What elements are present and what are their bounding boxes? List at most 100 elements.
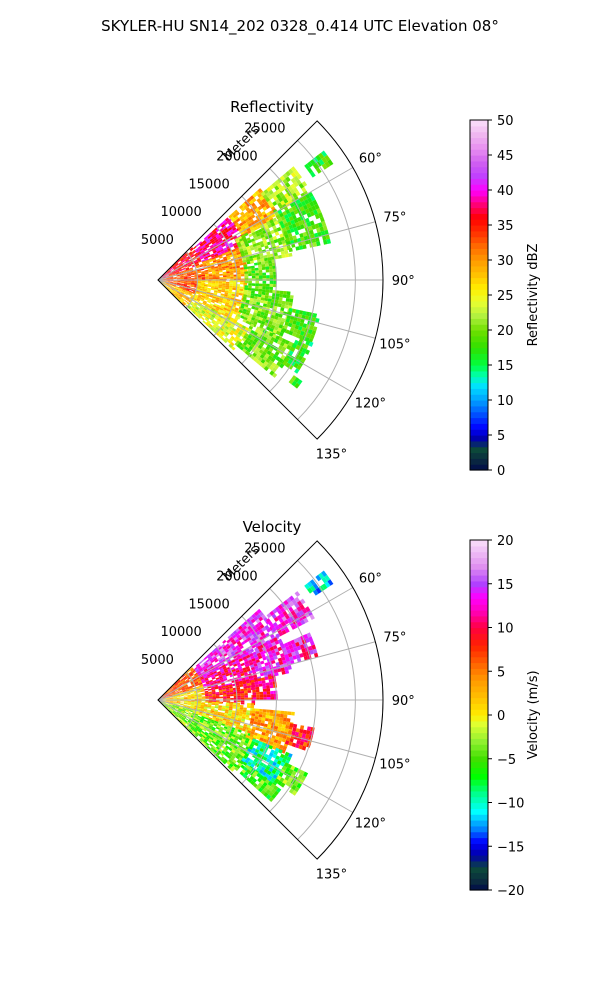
radar-cell	[239, 240, 245, 244]
radar-cell	[297, 341, 303, 347]
radar-cell	[229, 702, 233, 705]
radar-cell	[248, 639, 253, 644]
radar-cell	[259, 342, 265, 347]
radar-cell	[171, 712, 175, 716]
radar-cell	[234, 766, 239, 772]
radar-cell	[216, 662, 221, 666]
radar-cell	[254, 329, 260, 334]
radar-cell	[194, 713, 199, 716]
radar-cell	[270, 357, 276, 363]
radar-cell	[252, 314, 257, 319]
radar-cell	[240, 662, 245, 667]
radar-cell	[257, 743, 262, 748]
radar-cell	[200, 704, 205, 707]
radar-cell	[235, 645, 240, 649]
radar-cell	[221, 721, 226, 725]
radar-cell	[187, 669, 191, 673]
radar-cell	[179, 271, 183, 274]
radar-cell	[286, 718, 291, 723]
radar-cell	[277, 668, 282, 673]
radar-cell	[315, 574, 322, 582]
radar-cell	[275, 743, 281, 748]
radar-cell	[251, 270, 256, 274]
radar-cell	[250, 749, 255, 754]
colorbar-segment	[470, 785, 488, 792]
radar-cell	[252, 697, 257, 700]
radar-cell	[175, 293, 179, 297]
radar-cell	[181, 679, 185, 683]
radar-cell	[269, 203, 275, 208]
radar-cell	[225, 285, 230, 288]
radar-cell	[206, 262, 210, 265]
radar-cell	[282, 219, 288, 224]
radar-cell	[242, 649, 247, 654]
radar-cell	[243, 723, 248, 728]
radar-cell	[306, 221, 312, 227]
radar-cell	[213, 303, 218, 307]
radar-cell	[212, 697, 216, 699]
radar-cell	[190, 283, 195, 285]
radar-cell	[237, 693, 241, 696]
radar-cell	[166, 700, 170, 701]
radar-cell	[236, 241, 241, 246]
radar-cell	[212, 297, 216, 301]
radar-cell	[196, 258, 201, 261]
radar-cell	[207, 703, 212, 705]
radar-cell	[229, 301, 234, 305]
radar-cell	[205, 715, 209, 719]
radar-cell	[272, 644, 278, 650]
radar-cell	[257, 310, 262, 315]
radar-cell	[172, 684, 175, 688]
radar-cell	[229, 281, 233, 284]
radar-cell	[287, 359, 293, 365]
radar-cell	[218, 301, 222, 305]
radar-cell	[207, 686, 212, 689]
colorbar-segment	[470, 411, 488, 419]
radar-cell	[236, 316, 241, 320]
radar-cell	[164, 704, 168, 707]
radar-cell	[197, 252, 202, 256]
radar-cell	[205, 680, 210, 684]
radar-cell	[187, 277, 192, 279]
radar-cell	[230, 225, 236, 229]
radar-cell	[211, 740, 216, 744]
radar-cell	[235, 724, 240, 728]
radar-cell	[282, 765, 288, 771]
radar-cell	[301, 327, 306, 332]
radar-cell	[237, 649, 243, 654]
radar-cell	[260, 234, 265, 239]
radar-cell	[258, 308, 263, 312]
radar-cell	[280, 753, 285, 759]
radar-cell	[175, 270, 179, 273]
radar-cell	[220, 306, 224, 310]
colorbar-segment	[470, 120, 488, 127]
radar-cell	[225, 688, 230, 691]
radar-cell	[206, 683, 211, 686]
radar-cell	[215, 326, 220, 331]
radar-cell	[244, 759, 249, 764]
radar-cell	[210, 666, 215, 670]
radar-cell	[207, 269, 212, 272]
radar-cell	[247, 690, 252, 693]
radar-cell	[266, 350, 272, 356]
radar-cell	[166, 701, 170, 703]
radar-cell	[190, 285, 195, 288]
radar-cell	[262, 777, 267, 782]
radar-cell	[186, 269, 190, 272]
radar-cell	[173, 696, 177, 698]
radar-cell	[176, 698, 181, 700]
radar-cell	[213, 670, 217, 674]
radar-cell	[287, 665, 292, 670]
radar-cell	[256, 694, 260, 698]
radar-cell	[209, 658, 214, 662]
radar-cell	[214, 665, 219, 669]
radar-cell	[318, 152, 325, 160]
radar-cell	[251, 713, 256, 717]
radar-cell	[215, 741, 220, 745]
radar-cell	[296, 237, 302, 243]
radar-cell	[164, 705, 167, 708]
radar-cell	[203, 289, 207, 292]
radar-cell	[175, 294, 179, 298]
radar-cell	[284, 234, 289, 239]
radar-cell	[183, 272, 187, 275]
